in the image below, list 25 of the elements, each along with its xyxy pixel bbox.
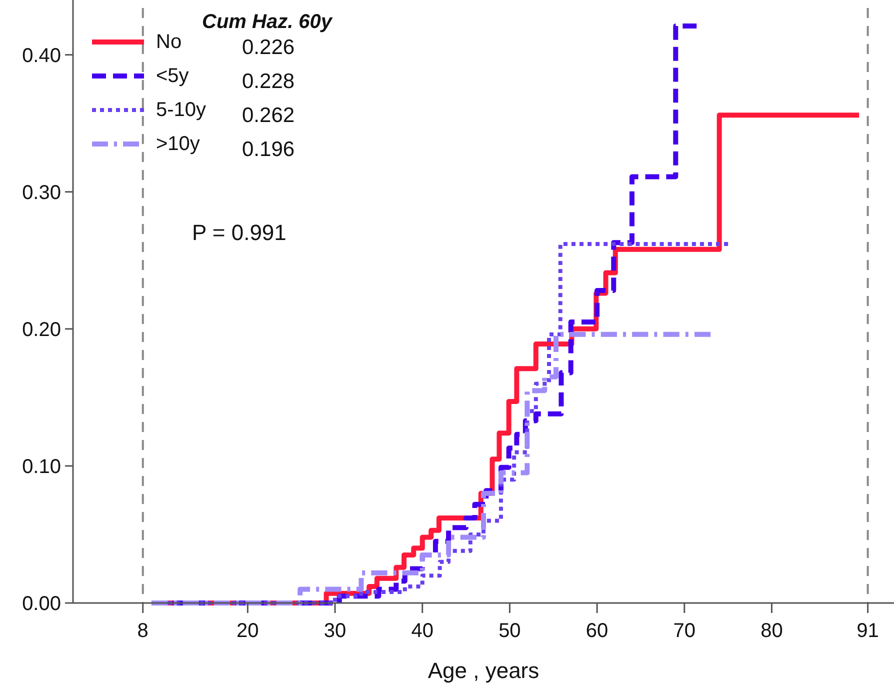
annotation: 0.226 xyxy=(242,36,295,59)
x-tick-label: 50 xyxy=(498,620,521,642)
y-tick-label: 0.00 xyxy=(22,593,61,615)
x-tick-label: 60 xyxy=(586,620,608,642)
legend-label: 5-10y xyxy=(156,99,206,121)
annotation: 0.196 xyxy=(242,138,295,161)
legend-label: >10y xyxy=(156,133,200,155)
annotation: 0.228 xyxy=(242,70,295,93)
x-tick-label: 30 xyxy=(324,620,346,642)
x-tick-label: 91 xyxy=(856,620,879,642)
x-tick-label: 20 xyxy=(236,620,259,642)
legend-title: Cum Haz. 60y xyxy=(202,11,333,33)
annotation: 0.262 xyxy=(242,104,295,127)
x-tick-label: 70 xyxy=(673,620,696,642)
y-tick-label: 0.10 xyxy=(22,456,61,478)
y-tick-label: 0.30 xyxy=(22,182,61,204)
x-tick-label: 40 xyxy=(411,620,434,642)
annotation: P = 0.991 xyxy=(192,220,286,245)
y-tick-label: 0.20 xyxy=(22,318,61,341)
x-axis-title: Age , years xyxy=(428,658,540,683)
x-tick-label: 80 xyxy=(760,620,783,642)
legend-label: <5y xyxy=(156,65,189,87)
y-tick-label: 0.40 xyxy=(22,44,61,67)
x-tick-label: 8 xyxy=(137,620,148,642)
legend-label: No xyxy=(156,31,182,53)
